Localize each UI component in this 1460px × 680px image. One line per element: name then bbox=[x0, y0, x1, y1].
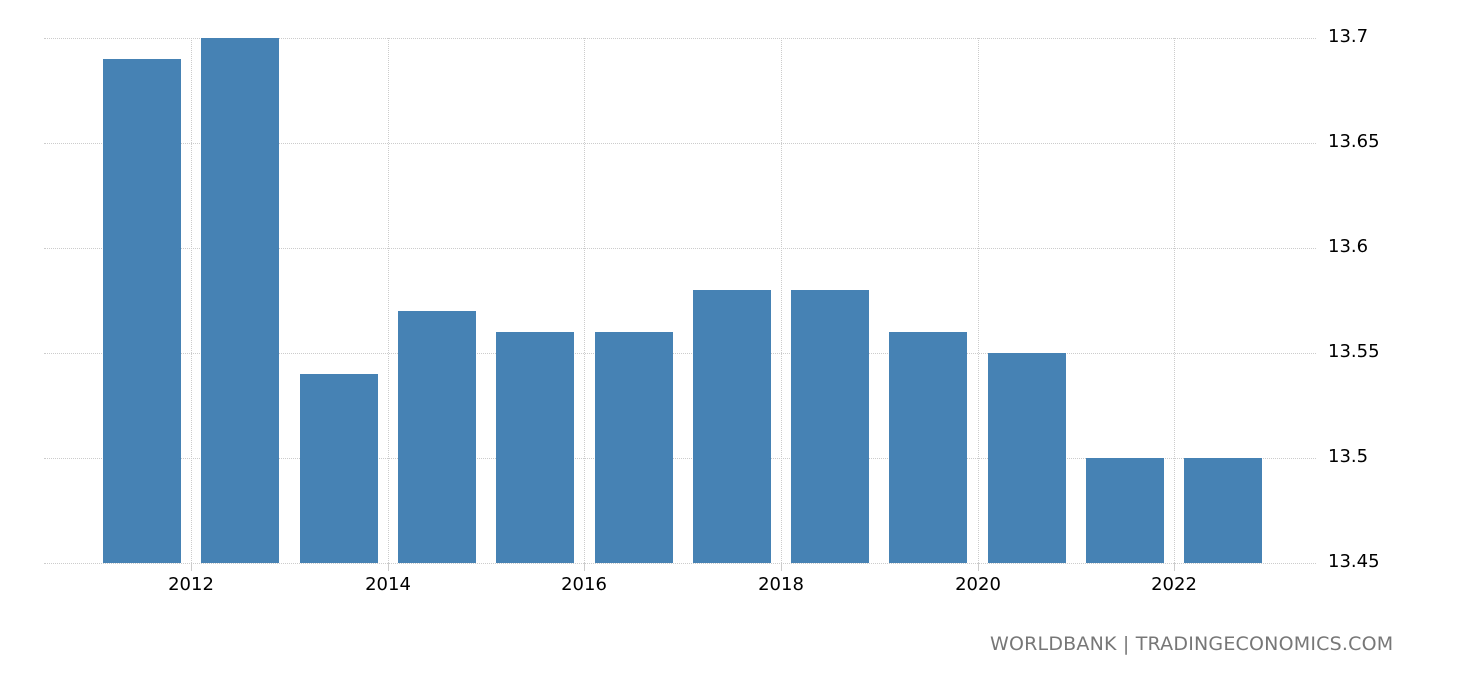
bar-2012 bbox=[201, 38, 279, 563]
vertical-gridline bbox=[388, 38, 389, 563]
bar-2017 bbox=[693, 290, 771, 563]
x-tick-mark bbox=[1174, 563, 1175, 571]
x-tick-mark bbox=[388, 563, 389, 571]
vertical-gridline bbox=[584, 38, 585, 563]
vertical-gridline bbox=[978, 38, 979, 563]
y-tick-label: 13.65 bbox=[1328, 131, 1380, 152]
bar-2021 bbox=[1086, 458, 1164, 563]
x-tick-label: 2020 bbox=[955, 574, 1001, 595]
bar-2022 bbox=[1184, 458, 1262, 563]
y-tick-label: 13.5 bbox=[1328, 446, 1369, 467]
x-tick-mark bbox=[584, 563, 585, 571]
y-tick-label: 13.6 bbox=[1328, 236, 1369, 257]
vertical-gridline bbox=[191, 38, 192, 563]
x-tick-mark bbox=[978, 563, 979, 571]
x-tick-label: 2022 bbox=[1151, 574, 1197, 595]
horizontal-gridline bbox=[44, 563, 1316, 564]
horizontal-gridline bbox=[44, 143, 1316, 144]
x-tick-label: 2012 bbox=[168, 574, 214, 595]
x-tick-label: 2018 bbox=[758, 574, 804, 595]
x-tick-label: 2016 bbox=[561, 574, 607, 595]
horizontal-gridline bbox=[44, 458, 1316, 459]
bar-2019 bbox=[889, 332, 967, 563]
x-tick-mark bbox=[191, 563, 192, 571]
x-tick-label: 2014 bbox=[365, 574, 411, 595]
source-watermark: WORLDBANK | TRADINGECONOMICS.COM bbox=[990, 633, 1394, 655]
bar-2018 bbox=[791, 290, 869, 563]
bar-2013 bbox=[300, 374, 378, 563]
horizontal-gridline bbox=[44, 38, 1316, 39]
vertical-gridline bbox=[1174, 38, 1175, 563]
x-tick-mark bbox=[781, 563, 782, 571]
horizontal-gridline bbox=[44, 248, 1316, 249]
bar-2014 bbox=[398, 311, 476, 563]
vertical-gridline bbox=[781, 38, 782, 563]
y-tick-label: 13.7 bbox=[1328, 26, 1369, 47]
y-tick-label: 13.55 bbox=[1328, 341, 1380, 362]
y-tick-label: 13.45 bbox=[1328, 551, 1380, 572]
bar-2015 bbox=[496, 332, 574, 563]
bar-2020 bbox=[988, 353, 1066, 563]
bar-2016 bbox=[595, 332, 673, 563]
bar-2011 bbox=[103, 59, 181, 563]
horizontal-gridline bbox=[44, 353, 1316, 354]
